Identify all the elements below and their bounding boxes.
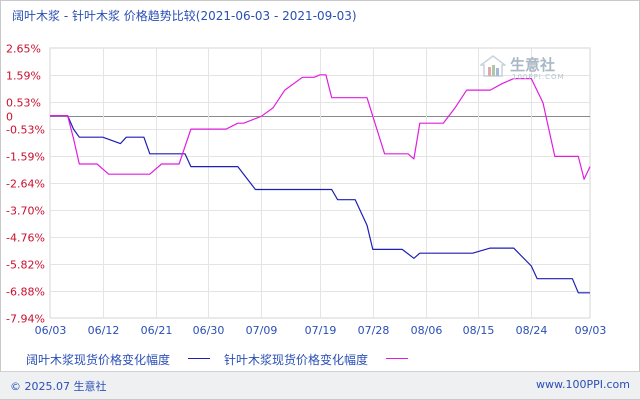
y-tick-label: -5.82% [6,259,45,272]
series-line-softwood [50,74,591,180]
y-tick-label: -7.94% [6,313,45,326]
footer-divider [1,371,639,372]
footer-copyright: © 2025.07 生意社 [10,380,107,393]
legend-label-hardwood: 阔叶木浆现货价格变化幅度 [26,353,171,367]
x-tick-label: 06/12 [88,324,120,337]
y-tick-label: 0.53% [6,97,41,110]
x-tick-label: 07/19 [305,324,337,337]
y-tick-label: -6.88% [6,286,45,299]
x-tick-label: 06/30 [193,324,225,337]
x-tick-label: 08/06 [411,324,443,337]
legend-label-softwood: 针叶木浆现货价格变化幅度 [224,353,369,367]
logo-house-icon [478,55,508,81]
series-line-hardwood [50,114,590,294]
y-tick-label: -1.59% [6,151,45,164]
x-tick-label: 07/28 [358,324,390,337]
y-tick-label: 1.59% [6,70,41,83]
y-tick-label: 0 [6,111,13,124]
x-tick-label: 08/24 [516,324,548,337]
watermark-url: 100PPI.COM [512,73,565,81]
y-tick-label: -2.64% [6,178,45,191]
chart-title: 阔叶木浆 - 针叶木浆 价格趋势比较(2021-06-03 - 2021-09-… [12,9,357,23]
x-tick-label: 06/03 [35,324,67,337]
x-tick-label: 09/03 [575,324,607,337]
legend-line-hardwood [188,358,210,359]
watermark-name: 生意社 [510,56,556,74]
y-tick-label: 2.65% [6,43,41,56]
x-tick-label: 07/09 [246,324,278,337]
y-tick-label: -4.76% [6,232,45,245]
y-tick-label: -3.70% [6,205,45,218]
legend-line-softwood [386,358,408,359]
footer-site-link[interactable]: www.100PPI.com [536,378,630,391]
y-tick-label: -0.53% [6,124,45,137]
x-tick-label: 06/21 [141,324,173,337]
x-tick-label: 08/15 [463,324,495,337]
footer-bar: © 2025.07 生意社 www.100PPI.com [0,372,640,399]
